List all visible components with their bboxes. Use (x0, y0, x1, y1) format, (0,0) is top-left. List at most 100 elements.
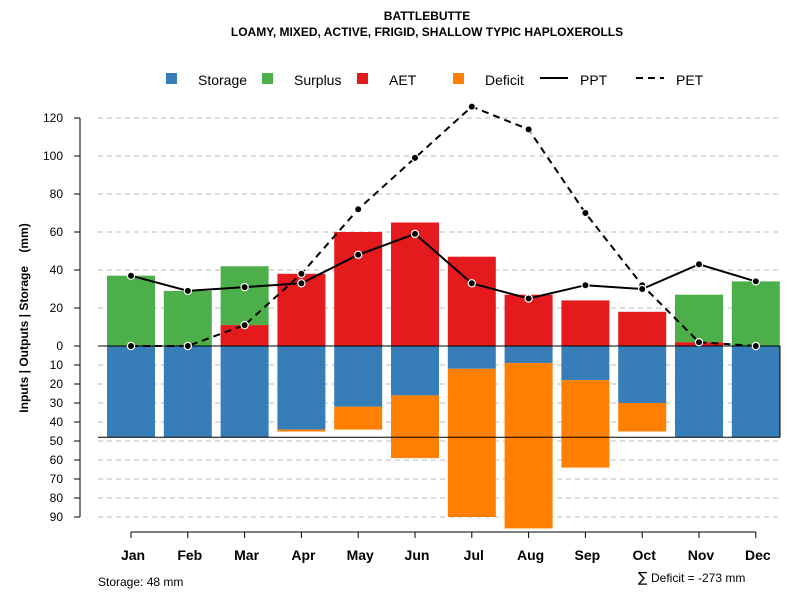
month-label-jan: Jan (121, 547, 145, 563)
month-label-apr: Apr (291, 547, 316, 563)
deficit-bar-aug (504, 363, 553, 529)
storage-legend-label: Storage (198, 72, 247, 88)
y-tick-label: 80 (50, 187, 64, 201)
aet-bar-sep (561, 300, 610, 346)
y-tick-label: 120 (43, 111, 63, 125)
storage-footnote: Storage: 48 mm (98, 575, 183, 589)
storage-bar-jun (391, 346, 439, 396)
surplus-bar-jan (107, 275, 155, 346)
y-tick-label: 100 (43, 149, 63, 163)
deficit-footnote: Deficit = -273 mm (651, 571, 745, 585)
surplus-legend-swatch (262, 73, 273, 84)
y-tick-label: 0 (56, 339, 63, 353)
ppt-point-nov (694, 260, 704, 269)
ppt-point-jan (126, 271, 136, 280)
pet-point-jan (126, 341, 136, 351)
storage-bar-mar (220, 346, 269, 438)
y-tick-label: 60 (50, 453, 64, 467)
pet-point-may (354, 204, 363, 214)
y-tick-label: 10 (50, 358, 64, 372)
pet-point-jul (467, 102, 476, 111)
deficit-bar-apr (277, 429, 326, 432)
lines (126, 102, 761, 351)
month-label-dec: Dec (745, 547, 771, 563)
ppt-point-jul (467, 279, 476, 288)
y-tick-label: 70 (50, 472, 64, 486)
pet-point-aug (524, 125, 533, 134)
storage-bar-aug (504, 346, 553, 364)
ppt-point-jun (410, 229, 420, 239)
y-tick-label: 80 (50, 491, 64, 505)
pet-point-nov (694, 338, 704, 347)
gridlines (98, 117, 780, 518)
deficit-sum-symbol: ∑ (638, 570, 648, 586)
y-tick-label: 40 (50, 263, 64, 277)
storage-bar-sep (561, 346, 610, 381)
deficit-legend-label: Deficit (485, 72, 524, 88)
deficit-legend-swatch (453, 73, 464, 84)
pet-point-sep (581, 208, 590, 218)
storage-legend-swatch (166, 73, 177, 84)
y-tick-label: 50 (50, 434, 64, 448)
bars (107, 222, 780, 529)
ppt-point-aug (524, 294, 533, 303)
aet-bar-jul (447, 256, 496, 346)
storage-bar-jan (107, 346, 155, 438)
aet-bar-mar (220, 325, 269, 346)
aet-bar-aug (504, 294, 553, 346)
storage-bar-dec (731, 346, 780, 438)
pet-point-mar (240, 320, 249, 330)
storage-bar-oct (618, 346, 667, 403)
aet-legend-label: AET (389, 72, 417, 88)
pet-point-apr (297, 269, 306, 278)
y-axis-label: Inputs | Outputs | Storage (mm) (17, 223, 31, 412)
storage-bar-may (334, 346, 383, 407)
y-tick-label: 20 (50, 377, 64, 391)
month-label-oct: Oct (633, 547, 657, 563)
storage-bar-apr (277, 346, 326, 430)
ppt-point-feb (183, 286, 192, 296)
y-tick-labels: 0 20 40 60 80 100 120 10 20 30 40 50 60 70 80 90 (43, 111, 80, 524)
month-label-feb: Feb (177, 547, 202, 563)
y-tick-label: 60 (50, 225, 64, 239)
month-label-nov: Nov (688, 547, 715, 563)
ppt-point-oct (638, 284, 647, 294)
deficit-bar-sep (561, 380, 610, 468)
surplus-bar-dec (731, 281, 780, 346)
ppt-point-sep (581, 281, 590, 290)
deficit-bar-oct (618, 403, 667, 432)
y-tick-label: 40 (50, 415, 64, 429)
storage-bar-feb (163, 346, 212, 438)
x-tick-labels: Jan Feb Mar Apr May Jun Jul Aug Sep Oct Nov Dec (121, 532, 771, 563)
surplus-bar-mar (220, 266, 269, 326)
deficit-bar-jul (447, 368, 496, 517)
pet-point-feb (183, 341, 192, 351)
pet-line (131, 105, 756, 347)
y-tick-label: 30 (50, 396, 64, 410)
y-tick-label: 90 (50, 510, 64, 524)
ppt-point-may (354, 250, 363, 259)
pet-point-dec (751, 341, 761, 351)
month-label-jul: Jul (464, 547, 484, 563)
month-label-aug: Aug (517, 547, 544, 563)
deficit-bar-may (334, 406, 383, 430)
ppt-point-apr (297, 279, 306, 288)
month-label-sep: Sep (575, 547, 601, 563)
ppt-line (130, 232, 757, 300)
storage-bar-nov (675, 346, 723, 438)
axes (79, 118, 781, 533)
chart-title: BATTLEBUTTE (384, 9, 470, 23)
surplus-bar-nov (675, 294, 723, 343)
month-label-may: May (347, 547, 374, 563)
aet-legend-swatch (357, 73, 368, 84)
storage-bar-jul (447, 346, 496, 369)
aet-bar-jun (391, 222, 439, 346)
pet-legend-label: PET (676, 72, 704, 88)
pet-point-jun (410, 153, 420, 163)
legend: Storage Surplus AET Deficit PPT PET (166, 72, 704, 88)
month-label-jun: Jun (405, 547, 430, 563)
aet-bar-oct (618, 311, 667, 346)
y-tick-label: 20 (50, 301, 64, 315)
surplus-bar-feb (163, 290, 212, 346)
ppt-point-mar (240, 282, 249, 292)
